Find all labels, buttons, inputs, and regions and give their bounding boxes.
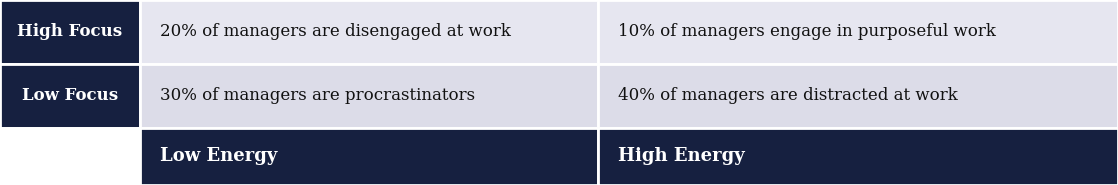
Text: High Energy: High Energy: [618, 147, 745, 165]
Text: 40% of managers are distracted at work: 40% of managers are distracted at work: [618, 87, 958, 104]
Bar: [598, 128, 1118, 185]
Text: High Focus: High Focus: [17, 23, 123, 40]
Text: 10% of managers engage in purposeful work: 10% of managers engage in purposeful wor…: [618, 23, 996, 40]
Bar: [140, 128, 598, 185]
Bar: [598, 64, 1118, 128]
Text: Low Energy: Low Energy: [160, 147, 277, 165]
Bar: [0, 64, 140, 128]
Bar: [0, 0, 140, 64]
Text: 30% of managers are procrastinators: 30% of managers are procrastinators: [160, 87, 475, 104]
Text: 20% of managers are disengaged at work: 20% of managers are disengaged at work: [160, 23, 511, 40]
Text: Low Focus: Low Focus: [22, 87, 117, 104]
Bar: [0, 128, 140, 185]
Bar: [140, 0, 598, 64]
Bar: [598, 0, 1118, 64]
Bar: [140, 64, 598, 128]
